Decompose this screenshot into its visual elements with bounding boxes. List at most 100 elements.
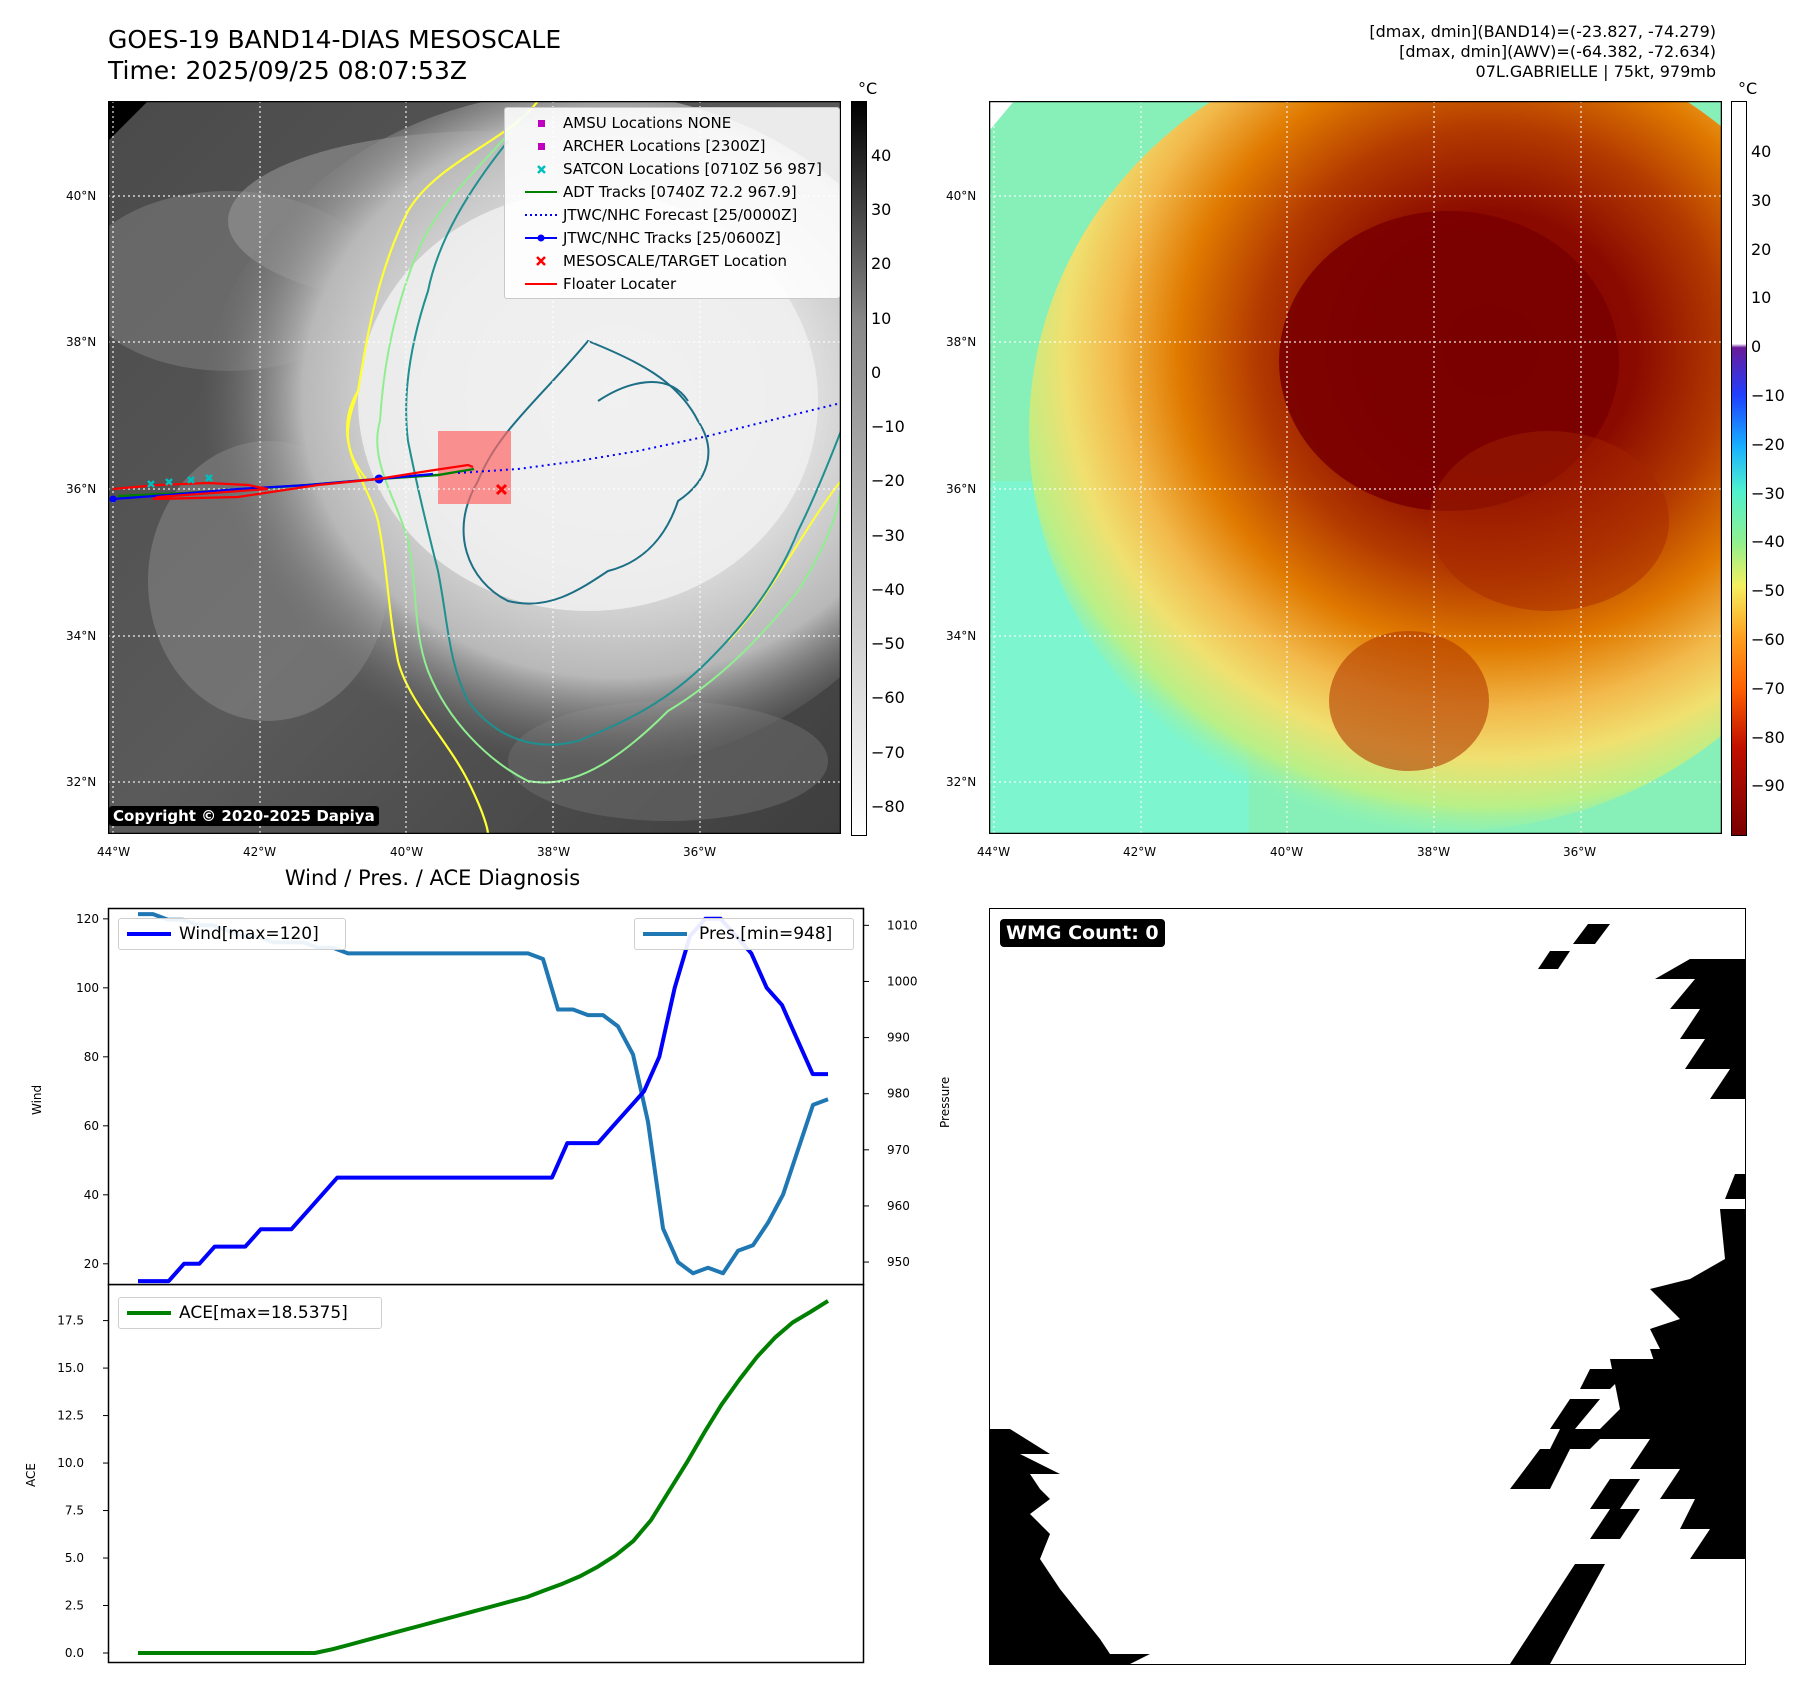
cb-tick: −40	[1751, 532, 1785, 551]
copyright-label: Copyright © 2020-2025 Dapiya	[109, 806, 379, 826]
satcon-markers	[147, 474, 213, 488]
info-band14-range: [dmax, dmin](BAND14)=(-23.827, -74.279)	[1369, 22, 1716, 41]
lat-label: 36°N	[66, 482, 97, 496]
cb-tick: −50	[1751, 581, 1785, 600]
ace-legend-label: ACE[max=18.5375]	[179, 1303, 348, 1323]
ace-ytick-label: 15.0	[57, 1361, 84, 1375]
ace-chart: 0.0 2.5 5.0 7.5 10.0 12.5 15.0 17.5	[57, 1284, 865, 1664]
ace-ytick-label: 0.0	[65, 1646, 84, 1660]
wind-legend: Wind[max=120]	[118, 918, 346, 950]
cb-tick: 40	[1751, 142, 1772, 161]
diagnosis-title: Wind / Pres. / ACE Diagnosis	[0, 866, 865, 890]
pressure-ytick-label: 960	[887, 1199, 910, 1213]
wind-series-line	[138, 916, 828, 1284]
figure-title-line2: Time: 2025/09/25 08:07:53Z	[108, 56, 467, 85]
cb-tick: 20	[1751, 240, 1772, 259]
pressure-ytick-label: 990	[887, 1031, 910, 1045]
lat-label: 38°N	[946, 335, 977, 349]
lon-label: 44°W	[97, 845, 131, 859]
ace-series-line	[138, 1299, 830, 1655]
wind-ytick-label: 40	[84, 1188, 99, 1202]
ace-axis-label: ACE	[24, 1463, 38, 1487]
target-marker	[495, 483, 508, 496]
ace-ytick-label: 7.5	[65, 1504, 84, 1518]
colorbar-colour	[1731, 101, 1747, 836]
lat-label: 34°N	[946, 629, 977, 643]
ace-ytick-label: 12.5	[57, 1409, 84, 1423]
cb-tick: −60	[871, 688, 905, 707]
wind-legend-label: Wind[max=120]	[179, 924, 319, 944]
wind-ytick-label: 60	[84, 1119, 99, 1133]
lat-label: 34°N	[66, 629, 97, 643]
cb-tick: −10	[1751, 386, 1785, 405]
cb-tick: 10	[1751, 288, 1772, 307]
wind-axis-label: Wind	[30, 1084, 44, 1115]
pressure-axis-label: Pressure	[938, 1076, 952, 1128]
pressure-ytick-label: 950	[887, 1255, 910, 1269]
wind-ytick-label: 80	[84, 1050, 99, 1064]
pressure-ytick-label: 1000	[887, 974, 918, 988]
info-awv-range: [dmax, dmin](AWV)=(-64.382, -72.634)	[1399, 42, 1716, 61]
lon-label: 36°W	[683, 845, 717, 859]
wmg-mask-image	[990, 924, 1745, 1664]
cb-tick: −50	[871, 634, 905, 653]
cb-tick: −80	[1751, 728, 1785, 747]
pressure-series-line	[138, 912, 829, 1276]
wmg-panel: WMG Count: 0	[989, 908, 1746, 1665]
cb-tick: 20	[871, 254, 892, 273]
cb-tick: −30	[871, 526, 905, 545]
cb-tick: 0	[1751, 337, 1762, 356]
ace-ytick-label: 2.5	[65, 1599, 84, 1613]
colorbar-left-unit: °C	[858, 79, 878, 98]
ace-ytick-label: 17.5	[57, 1314, 84, 1328]
lat-label: 32°N	[66, 775, 97, 789]
lat-label: 38°N	[66, 335, 97, 349]
forecast-track-line	[457, 402, 841, 474]
lat-label: 32°N	[946, 775, 977, 789]
lon-label: 42°W	[243, 845, 277, 859]
color-ir-map-panel	[988, 100, 1723, 835]
wind-ytick-label: 100	[76, 981, 99, 995]
cb-tick: −60	[1751, 630, 1785, 649]
pressure-legend: Pres.[min=948]	[634, 918, 854, 950]
pressure-legend-label: Pres.[min=948]	[699, 924, 833, 944]
lon-label: 36°W	[1563, 845, 1597, 859]
ace-legend: ACE[max=18.5375]	[118, 1297, 382, 1329]
lon-label: 40°W	[390, 845, 424, 859]
lon-label: 38°W	[537, 845, 571, 859]
wind-pressure-chart: 20 40 60 80 100 120 950 960 970 980 990 1000 1010	[76, 907, 918, 1286]
lon-label: 44°W	[977, 845, 1011, 859]
figure-title: GOES-19 BAND14-DIAS MESOSCALE Time: 2025…	[108, 24, 561, 86]
cb-tick: −10	[871, 417, 905, 436]
floater-locater-line	[112, 463, 474, 501]
ace-legend-swatch	[127, 1311, 171, 1315]
wind-ytick-label: 20	[84, 1257, 99, 1271]
lat-label: 40°N	[66, 189, 97, 203]
lon-label: 38°W	[1417, 845, 1451, 859]
cb-tick: −20	[1751, 435, 1785, 454]
map-legend: AMSU Locations NONE ARCHER Locations [23…	[504, 107, 840, 299]
pressure-ytick-label: 1010	[887, 918, 918, 932]
ir-map-panel: AMSU Locations NONE ARCHER Locations [23…	[107, 100, 842, 835]
cb-tick: −40	[871, 580, 905, 599]
wind-ytick-label: 120	[76, 912, 99, 926]
cb-tick: −30	[1751, 484, 1785, 503]
cb-tick: 10	[871, 309, 892, 328]
cb-tick: −90	[1751, 776, 1785, 795]
color-ir-map-image	[988, 100, 1723, 835]
cb-tick: −20	[871, 471, 905, 490]
colorbar-greyscale	[851, 101, 867, 836]
wind-legend-swatch	[127, 932, 171, 936]
diagnostic-info: [dmax, dmin](BAND14)=(-23.827, -74.279) …	[1369, 22, 1716, 82]
cb-tick: −70	[871, 743, 905, 762]
cb-tick: −80	[871, 797, 905, 816]
wmg-count-badge: WMG Count: 0	[1000, 919, 1165, 947]
lat-label: 36°N	[946, 482, 977, 496]
cb-tick: 40	[871, 146, 892, 165]
cb-tick: 0	[871, 363, 882, 382]
pressure-ytick-label: 980	[887, 1087, 910, 1101]
pressure-legend-swatch	[643, 932, 687, 936]
diagnosis-title-text: Wind / Pres. / ACE Diagnosis	[284, 866, 581, 890]
colorbar-right-unit: °C	[1738, 79, 1758, 98]
lon-label: 40°W	[1270, 845, 1304, 859]
